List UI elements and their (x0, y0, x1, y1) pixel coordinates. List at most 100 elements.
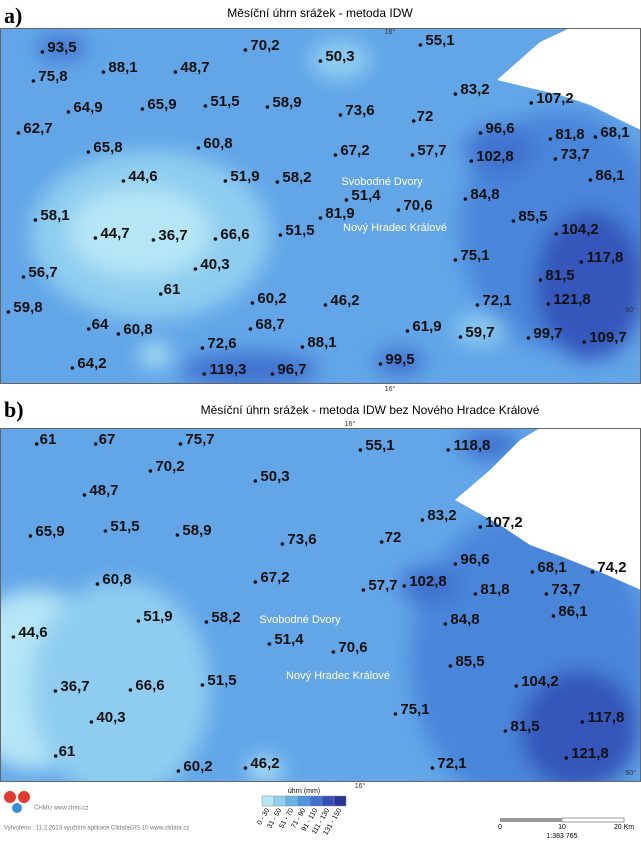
station-value: 51,4 (274, 631, 304, 648)
credit: ČHMÚ www.chmi.cz (34, 805, 88, 812)
station-dot (358, 448, 363, 452)
station-value: 96,6 (485, 120, 514, 137)
station-value: 118,8 (454, 437, 491, 454)
station-dot (473, 592, 478, 596)
station-value: 60,2 (257, 290, 286, 307)
station-dot (6, 310, 11, 314)
station-dot (176, 769, 181, 773)
station-dot (588, 178, 593, 182)
station-dot (448, 664, 453, 668)
station-value: 57,7 (368, 577, 397, 594)
station-dot (250, 301, 255, 305)
station-dot (379, 540, 384, 544)
station-dot (530, 570, 535, 574)
station-value: 36,7 (60, 678, 89, 695)
station-dot (66, 110, 71, 114)
station-value: 67,2 (260, 569, 289, 586)
station-value: 67,2 (340, 142, 369, 159)
scale-bar (500, 818, 562, 822)
station-dot (33, 218, 38, 222)
station-value: 68,7 (255, 316, 284, 333)
station-value: 72 (417, 108, 434, 125)
station-dot (267, 642, 272, 646)
station-dot (86, 327, 91, 331)
station-value: 60,2 (183, 758, 212, 775)
station-value: 119,3 (210, 361, 247, 378)
station-value: 55,1 (365, 437, 394, 454)
station-dot (16, 131, 21, 135)
legend-swatch (273, 795, 287, 807)
station-dot (196, 146, 201, 150)
station-value: 50,3 (325, 48, 354, 65)
station-value: 65,9 (147, 96, 176, 113)
station-value: 51,5 (210, 93, 239, 110)
station-dot (253, 580, 258, 584)
station-value: 59,8 (13, 299, 42, 316)
station-dot (548, 137, 553, 141)
graticule-label: 16° (355, 782, 366, 790)
station-value: 72 (385, 529, 402, 546)
station-dot (331, 650, 336, 654)
station-value: 83,2 (460, 81, 489, 98)
station-dot (546, 302, 551, 306)
station-value: 66,6 (220, 226, 249, 243)
station-dot (338, 113, 343, 117)
scale-label: 0 (498, 824, 502, 831)
station-dot (265, 105, 270, 109)
credit: Vytvořeno : 11.2.2013 využitím aplikace … (4, 826, 189, 832)
station-value: 88,1 (108, 59, 137, 76)
place-label: Svobodné Dvory (259, 614, 341, 626)
station-value: 51,5 (285, 222, 314, 239)
station-value: 58,1 (40, 207, 69, 224)
station-dot (253, 479, 258, 483)
panel-letter: b) (4, 397, 24, 422)
station-dot (538, 278, 543, 282)
station-value: 64,9 (73, 99, 102, 116)
station-dot (103, 529, 108, 533)
station-value: 84,8 (450, 611, 479, 628)
station-dot (333, 153, 338, 157)
station-dot (318, 216, 323, 220)
station-value: 58,2 (211, 609, 240, 626)
station-dot (420, 518, 425, 522)
station-value: 62,7 (23, 120, 52, 137)
station-value: 58,2 (282, 169, 311, 186)
station-dot (31, 79, 36, 83)
station-value: 51,9 (230, 168, 259, 185)
legend-title: úhrn (mm) (288, 788, 320, 795)
station-dot (11, 635, 16, 639)
station-value: 36,7 (158, 227, 187, 244)
station-dot (544, 592, 549, 596)
station-value: 67 (99, 431, 116, 448)
station-value: 107,2 (485, 514, 523, 531)
graticule-label: 16° (385, 385, 396, 393)
station-dot (101, 70, 106, 74)
station-dot (203, 104, 208, 108)
station-value: 75,7 (185, 431, 214, 448)
station-value: 121,8 (571, 745, 609, 762)
map-a-raster (0, 28, 641, 383)
station-dot (243, 48, 248, 52)
station-value: 104,2 (521, 673, 559, 690)
station-value: 61 (40, 431, 57, 448)
legend-swatch (309, 795, 323, 807)
station-value: 70,2 (155, 458, 184, 475)
station-dot (173, 70, 178, 74)
station-dot (128, 688, 133, 692)
graticule-label: 16° (385, 28, 396, 36)
station-dot (213, 237, 218, 241)
place-label: Nový Hradec Králové (286, 670, 390, 682)
station-dot (40, 50, 45, 54)
station-dot (34, 442, 39, 446)
station-value: 81,8 (555, 126, 584, 143)
legend-swatch (285, 795, 299, 807)
place-label: Svobodné Dvory (341, 176, 423, 188)
station-value: 44,6 (18, 624, 47, 641)
station-dot (89, 720, 94, 724)
station-value: 46,2 (330, 292, 359, 309)
station-value: 61,9 (412, 318, 441, 335)
station-value: 74,2 (597, 559, 626, 576)
station-dot (405, 329, 410, 333)
station-value: 75,1 (460, 247, 489, 264)
station-dot (453, 562, 458, 566)
